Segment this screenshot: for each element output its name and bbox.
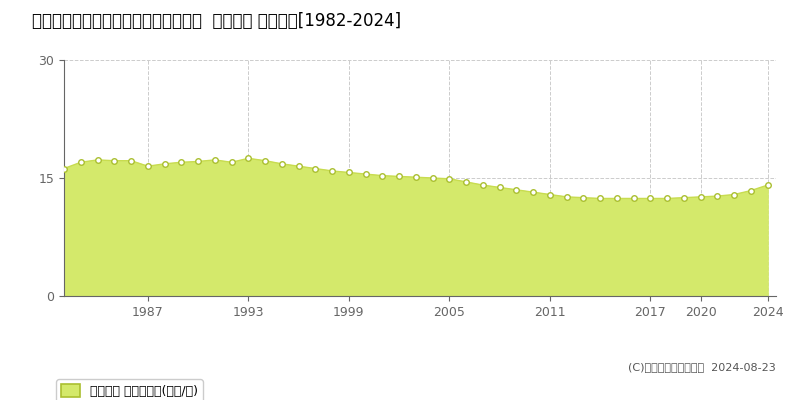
- Text: (C)土地価格ドットコム  2024-08-23: (C)土地価格ドットコム 2024-08-23: [628, 362, 776, 372]
- Legend: 地価公示 平均坪単価(万円/坪): 地価公示 平均坪単価(万円/坪): [56, 380, 202, 400]
- Text: 北海道帯広市東３条南７丁目６番２外  地価公示 地価推移[1982-2024]: 北海道帯広市東３条南７丁目６番２外 地価公示 地価推移[1982-2024]: [32, 12, 401, 30]
